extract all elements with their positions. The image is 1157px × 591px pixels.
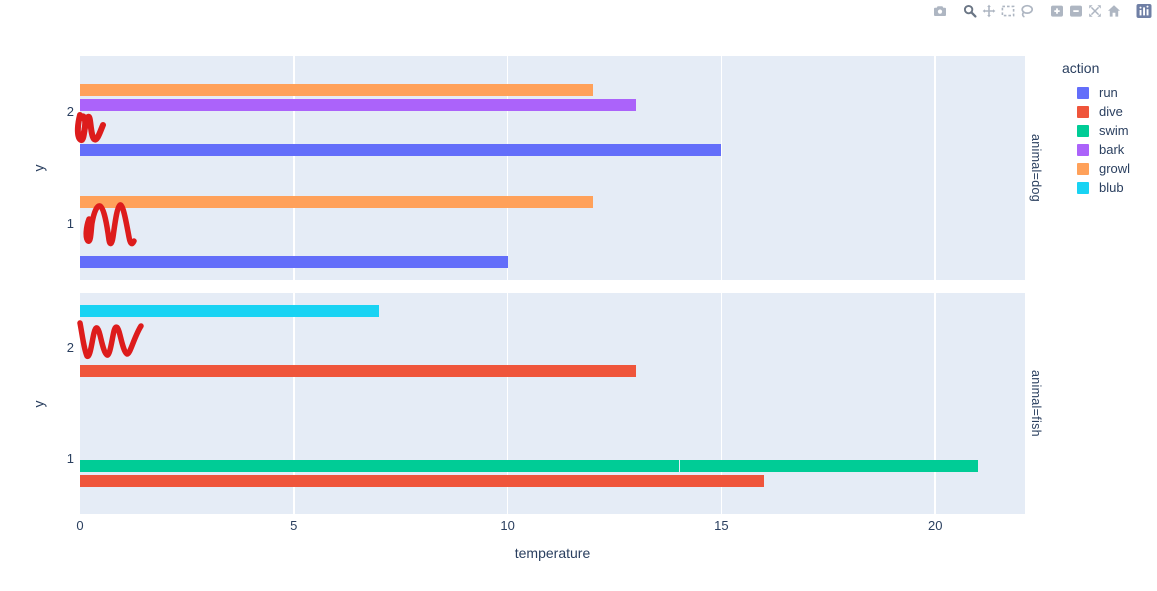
legend-swatch-growl [1077,162,1089,175]
legend-label: blub [1099,180,1124,195]
lasso-select-icon[interactable] [1017,2,1036,19]
bar-dive-y1[interactable] [80,475,765,488]
facet-label-animal-fish: animal=fish [1027,293,1045,514]
legend-swatch-blub [1077,181,1089,194]
legend-item-swim[interactable]: swim [1058,121,1130,140]
facet-label-text: animal=dog [1029,134,1043,202]
bar-growl-y2[interactable] [80,83,594,96]
gridline-x-20 [934,56,936,280]
legend-item-dive[interactable]: dive [1058,102,1130,121]
y-tick-label: 2 [66,104,74,119]
legend-item-bark[interactable]: bark [1058,140,1130,159]
camera-icon[interactable] [930,2,949,19]
gridline-x-5 [293,293,295,514]
bar-dive-y2[interactable] [80,364,636,377]
y-axis-title-text: y [30,400,46,407]
legend-label: dive [1099,104,1123,119]
x-tick-label-5: 5 [290,518,298,533]
autoscale-icon[interactable] [1085,2,1104,19]
gridline-x-5 [293,56,295,280]
gridline-x-20 [934,293,936,514]
legend-swatch-run [1077,86,1089,99]
legend-label: bark [1099,142,1125,157]
x-axis-title: temperature [514,545,591,561]
legend-item-run[interactable]: run [1058,83,1130,102]
x-tick-label-10: 10 [500,518,515,533]
legend-swatch-swim [1077,124,1089,137]
facet-plot-area-animal-dog[interactable] [80,56,1025,280]
x-tick-label-20: 20 [927,518,943,533]
x-tick-label-15: 15 [714,518,729,533]
bar-swim-y1-seg2[interactable] [679,460,978,473]
plotly-logo-icon[interactable] [1134,2,1153,19]
y-tick-label: 2 [66,340,74,356]
zoom-icon[interactable] [960,2,979,19]
plotly-modebar [930,2,1153,19]
legend-label: growl [1099,161,1131,176]
legend-title: action [1062,60,1100,76]
y-axis-title-text: y [30,164,46,172]
y-axis-title: y [28,293,48,514]
bar-blub-y2[interactable] [80,304,380,317]
bar-swim-y1-seg1[interactable] [80,460,679,473]
bar-run-y1[interactable] [80,255,508,268]
zoom-in-icon[interactable] [1047,2,1066,19]
legend-items: run dive swim bark growl blub [1058,83,1130,197]
legend-item-blub[interactable]: blub [1058,178,1130,197]
x-tick-label-0: 0 [76,518,84,533]
gridline-x-15 [720,56,723,280]
zoom-out-icon[interactable] [1066,2,1085,19]
gridline-x-10 [506,56,509,280]
bar-bark-y2[interactable] [80,98,636,111]
box-select-icon[interactable] [998,2,1017,19]
legend: action run dive swim bark growl blub [1058,60,1130,197]
y-axis-title: y [28,56,48,280]
facet-plot-area-animal-fish[interactable] [80,293,1025,514]
bar-growl-y1[interactable] [80,195,594,208]
reset-axes-icon[interactable] [1104,2,1123,19]
gridline-x-15 [720,293,723,514]
legend-label: run [1099,85,1118,100]
gridline-x-10 [506,293,509,514]
y-tick-label: 1 [66,450,74,466]
bar-run-y2[interactable] [80,143,722,156]
facet-label-animal-dog: animal=dog [1027,56,1045,280]
pan-icon[interactable] [979,2,998,19]
legend-label: swim [1099,123,1129,138]
y-tick-label: 1 [66,216,74,231]
facet-label-text: animal=fish [1029,370,1043,437]
legend-swatch-bark [1077,143,1089,156]
legend-swatch-dive [1077,105,1089,118]
legend-item-growl[interactable]: growl [1058,159,1130,178]
